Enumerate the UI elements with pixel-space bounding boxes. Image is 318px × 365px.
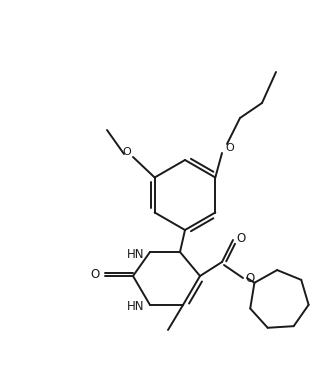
Text: O: O: [226, 143, 234, 153]
Text: O: O: [245, 272, 255, 284]
Text: O: O: [236, 231, 245, 245]
Text: HN: HN: [127, 247, 145, 261]
Text: HN: HN: [127, 300, 145, 314]
Text: O: O: [90, 268, 100, 280]
Text: O: O: [123, 147, 131, 157]
